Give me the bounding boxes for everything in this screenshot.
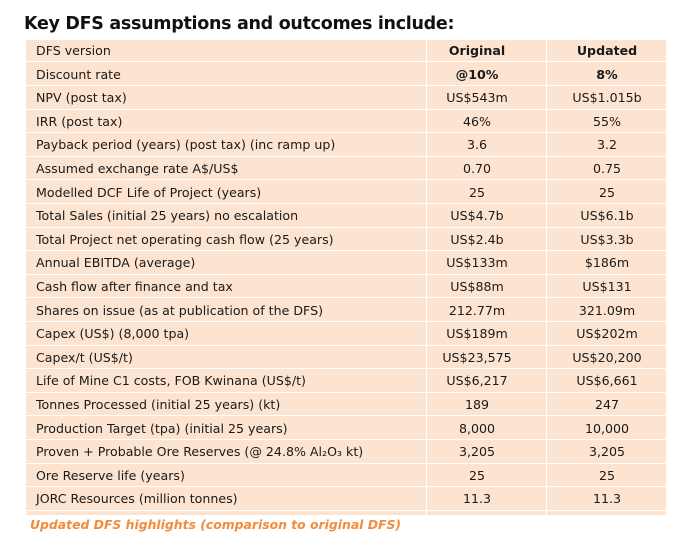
updated-value: 0.75: [592, 161, 622, 176]
column-divider: [546, 40, 547, 515]
table-row: Payback period (years) (post tax) (inc r…: [26, 134, 666, 157]
row-label: Annual EBITDA (average): [36, 255, 196, 271]
row-label: NPV (post tax): [36, 90, 127, 106]
updated-value: US$202m: [576, 326, 638, 342]
table-row: Total Project net operating cash flow (2…: [26, 229, 666, 252]
updated-value: $186m: [584, 255, 630, 271]
updated-value: 55%: [593, 113, 621, 129]
table-row: Capex (US$) (8,000 tpa) US$189m US$202m: [26, 323, 666, 346]
table-row: Tonnes Processed (initial 25 years) (kt)…: [26, 394, 666, 417]
table-row: JORC Resources (million tonnes) 11.3 11.3: [26, 488, 666, 511]
row-label: Proven + Probable Ore Reserves (@ 24.8% …: [36, 444, 364, 460]
row-label: Production Target (tpa) (initial 25 year…: [36, 420, 288, 436]
updated-value: 247: [594, 397, 620, 412]
header-label: DFS version: [36, 43, 111, 58]
table-row: IRR (post tax) 46% 55%: [26, 111, 666, 134]
original-value: 212.77m: [448, 302, 506, 318]
row-label: IRR (post tax): [36, 113, 123, 129]
table-row: Assumed exchange rate A$/US$ 0.70 0.75: [26, 158, 666, 181]
table-row: Capex/t (US$/t) US$23,575 US$20,200: [26, 347, 666, 370]
original-value: US$543m: [446, 90, 508, 106]
original-value: 25: [468, 184, 486, 200]
table-row: Discount rate @10% 8%: [26, 64, 666, 86]
row-label: Assumed exchange rate A$/US$: [36, 161, 239, 176]
original-value: 0.70: [462, 161, 492, 176]
original-value: 8,000: [458, 420, 496, 436]
updated-value: 8%: [596, 66, 618, 82]
updated-value: 25: [598, 184, 616, 200]
row-label: Payback period (years) (post tax) (inc r…: [36, 137, 336, 153]
row-label: Discount rate: [36, 66, 121, 82]
table-row: Cash flow after finance and tax US$88m US$…: [26, 276, 666, 299]
original-value: 11.3: [462, 491, 492, 507]
original-value: US$6,217: [446, 373, 508, 389]
table-row: Life of Mine C1 costs, FOB Kwinana (US$/…: [26, 370, 666, 393]
original-value: US$133m: [446, 255, 508, 271]
table-row: Annual EBITDA (average) US$133m $186m: [26, 252, 666, 275]
row-label: Ore Reserve life (years): [36, 467, 185, 483]
row-label: Capex/t (US$/t): [36, 349, 133, 365]
table-row: Shares on issue (as at publication of th…: [26, 300, 666, 322]
table-row: Modelled DCF Life of Project (years) 25 25: [26, 182, 666, 204]
table-caption: Updated DFS highlights (comparison to or…: [30, 517, 402, 532]
original-value: 189: [464, 397, 490, 412]
original-value: US$4.7b: [450, 208, 504, 224]
original-value: US$88m: [450, 279, 504, 294]
table-header-row: DFS version Original Updated: [26, 40, 666, 63]
updated-value: US$131: [582, 279, 632, 294]
original-value: 46%: [463, 113, 491, 129]
updated-value: 25: [598, 467, 616, 483]
table-row: Proven + Probable Ore Reserves (@ 24.8% …: [26, 441, 666, 464]
table-row: Production Target (tpa) (initial 25 year…: [26, 418, 666, 440]
updated-value: 10,000: [584, 420, 630, 436]
original-value: 3.6: [466, 137, 488, 153]
original-value: US$2.4b: [450, 231, 504, 247]
original-value: 3,205: [458, 444, 496, 460]
original-value: US$189m: [446, 326, 508, 342]
row-label: Total Sales (initial 25 years) no escala…: [36, 208, 299, 224]
row-label: Shares on issue (as at publication of th…: [36, 302, 323, 318]
row-label: Capex (US$) (8,000 tpa): [36, 326, 190, 342]
original-value: 25: [468, 467, 486, 483]
header-updated: Updated: [576, 43, 638, 58]
row-label: Total Project net operating cash flow (2…: [36, 231, 334, 247]
updated-value: US$3.3b: [580, 231, 634, 247]
updated-value: US$6,661: [576, 373, 638, 389]
section-heading: Key DFS assumptions and outcomes include…: [24, 14, 455, 34]
row-label: JORC Resources (million tonnes): [36, 491, 238, 507]
column-divider: [426, 40, 427, 515]
updated-value: 11.3: [592, 491, 622, 507]
updated-value: 321.09m: [578, 302, 636, 318]
row-label: Life of Mine C1 costs, FOB Kwinana (US$/…: [36, 373, 306, 389]
row-label: Tonnes Processed (initial 25 years) (kt): [36, 397, 281, 412]
original-value: @10%: [455, 66, 499, 82]
header-original: Original: [448, 43, 506, 58]
original-value: US$23,575: [442, 349, 512, 365]
dfs-comparison-table: DFS version Original Updated Discount ra…: [26, 40, 666, 515]
updated-value: US$1.015b: [572, 90, 642, 106]
row-label: Cash flow after finance and tax: [36, 279, 233, 294]
table-row: Total Sales (initial 25 years) no escala…: [26, 205, 666, 228]
row-label: Modelled DCF Life of Project (years): [36, 184, 262, 200]
updated-value: US$20,200: [572, 349, 642, 365]
updated-value: 3,205: [588, 444, 626, 460]
updated-value: US$6.1b: [580, 208, 634, 224]
table-row: Ore Reserve life (years) 25 25: [26, 465, 666, 488]
updated-value: 3.2: [596, 137, 618, 153]
table-row: NPV (post tax) US$543m US$1.015b: [26, 87, 666, 110]
